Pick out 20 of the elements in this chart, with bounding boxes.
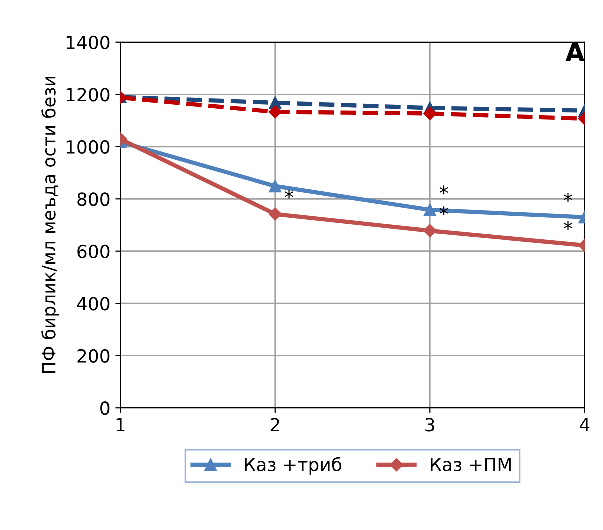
- y-tick-label: 1000: [66, 140, 110, 154]
- legend-label: Каз +триб: [245, 457, 342, 476]
- x-tick-label: 4: [580, 418, 590, 432]
- annotation: *: [564, 221, 573, 230]
- annotation: *: [440, 186, 448, 195]
- y-tick-label: 1400: [66, 36, 110, 50]
- x-tick-label: 1: [116, 418, 125, 432]
- annotation: A: [566, 43, 585, 62]
- legend-label: Каз +ПМ: [430, 458, 511, 472]
- annotation: *: [284, 190, 294, 199]
- x-tick-label: 3: [426, 418, 434, 432]
- y-axis-title: ПФ бирлик/мл меъда ости бези: [42, 77, 60, 374]
- y-tick-label: 600: [78, 244, 110, 258]
- y-tick-label: 400: [77, 297, 110, 311]
- y-tick-label: 200: [78, 349, 110, 363]
- y-tick-label: 1200: [66, 88, 110, 102]
- annotation: *: [564, 193, 573, 202]
- y-tick-label: 800: [78, 192, 110, 206]
- y-tick-label: 0: [100, 402, 110, 416]
- x-tick-label: 2: [270, 418, 280, 432]
